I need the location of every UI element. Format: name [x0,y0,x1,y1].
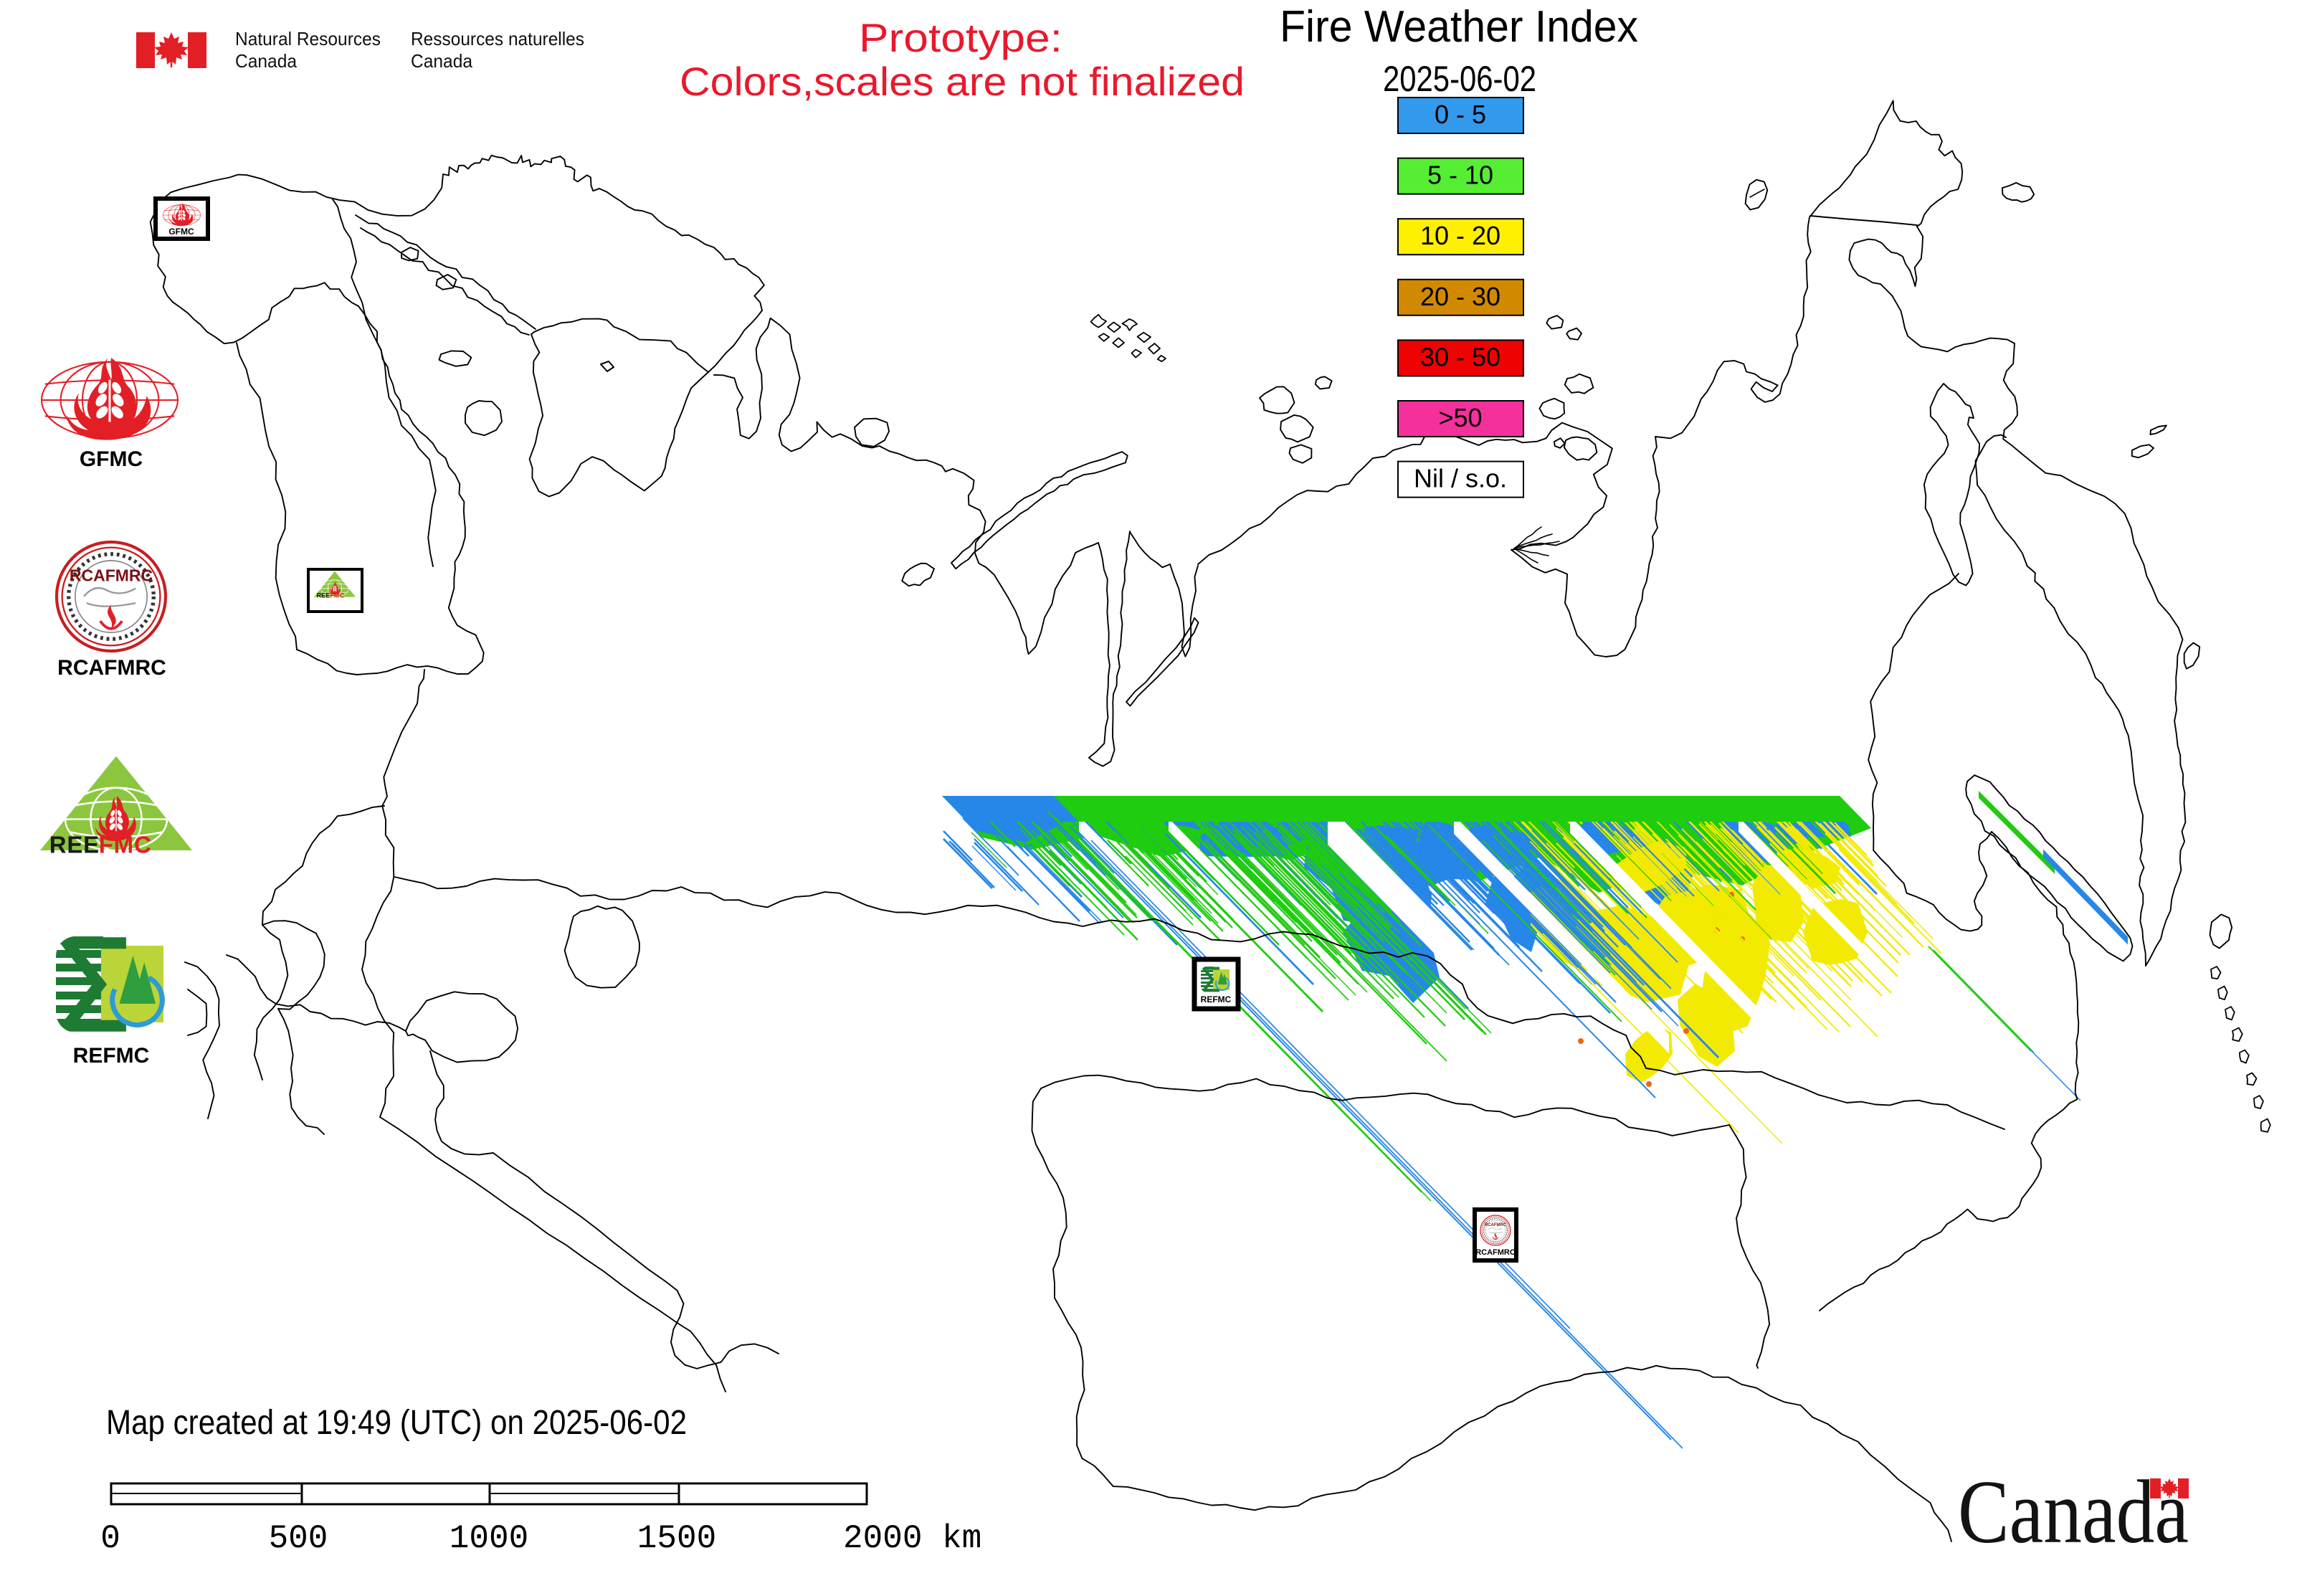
svg-text:Natural Resources: Natural Resources [235,28,381,49]
svg-text:RCAFMRC: RCAFMRC [70,566,153,585]
svg-text:Canada: Canada [235,50,298,72]
svg-text:10 - 20: 10 - 20 [1420,221,1500,250]
svg-text:RCAFMRC: RCAFMRC [1475,1248,1516,1257]
svg-text:Fire Weather Index: Fire Weather Index [1280,2,1638,52]
svg-text:Nil / s.o.: Nil / s.o. [1414,464,1507,493]
svg-text:RCAFMRC: RCAFMRC [1485,1223,1507,1227]
svg-text:FMC: FMC [99,831,152,858]
svg-text:20 - 30: 20 - 30 [1420,282,1500,311]
svg-text:GFMC: GFMC [168,227,194,237]
svg-text:>50: >50 [1438,403,1482,432]
svg-text:500: 500 [269,1520,328,1557]
svg-text:Canada: Canada [1958,1463,2189,1562]
svg-text:Canada: Canada [411,50,473,72]
svg-text:Ressources naturelles: Ressources naturelles [411,28,584,49]
svg-text:FMC: FMC [330,592,344,599]
svg-text:2025-06-02: 2025-06-02 [1383,59,1536,99]
svg-text:Prototype:: Prototype: [859,15,1062,60]
svg-text:Map created at 19:49 (UTC) on: Map created at 19:49 (UTC) on 2025-06-02 [106,1404,687,1442]
svg-text:0 - 5: 0 - 5 [1435,100,1486,129]
svg-text:Colors,scales are not finalize: Colors,scales are not finalized [680,59,1245,104]
svg-text:RCAFMRC: RCAFMRC [57,656,166,680]
svg-text:GFMC: GFMC [80,447,143,471]
svg-text:REFMC: REFMC [1201,994,1232,1004]
svg-text:30 - 50: 30 - 50 [1420,342,1500,371]
svg-text:1500: 1500 [637,1520,716,1557]
svg-text:REE: REE [316,592,330,599]
svg-text:1000: 1000 [450,1520,528,1557]
svg-text:0: 0 [100,1520,120,1557]
svg-text:5 - 10: 5 - 10 [1427,161,1493,190]
svg-text:REFMC: REFMC [73,1044,150,1068]
svg-text:2000 km: 2000 km [843,1520,981,1557]
svg-text:REE: REE [49,831,100,858]
